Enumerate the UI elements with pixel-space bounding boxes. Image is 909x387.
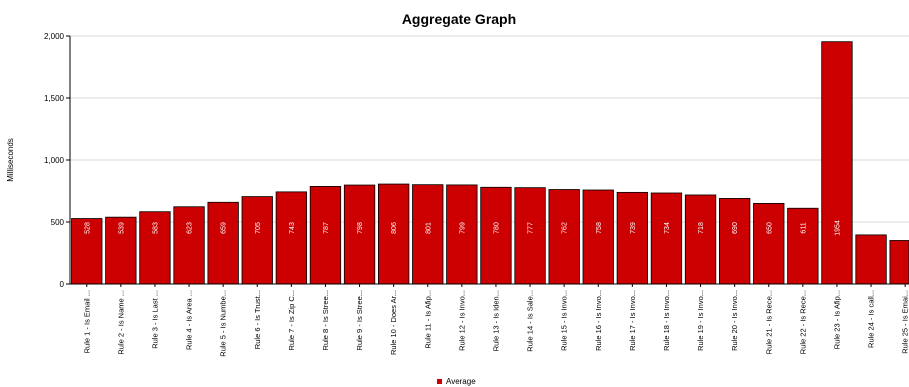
bar <box>582 189 614 285</box>
bar-value-label: 528 <box>84 222 91 234</box>
y-axis-ticks: 0 500 1,000 1,500 2,000 <box>44 32 70 289</box>
x-tick-label: Rule 4 - Is Area ... <box>185 290 194 350</box>
bar <box>241 196 273 285</box>
x-tick-label: Rule 10 - Does Ar... <box>389 290 398 355</box>
bar-value-label: 801 <box>425 222 432 234</box>
x-tick-label: Rule 22 - Is Rece... <box>798 290 807 354</box>
bar-value-label: 659 <box>221 222 228 234</box>
bar <box>412 184 444 285</box>
bar-value-label: 777 <box>528 222 535 234</box>
bar-value-label: 806 <box>391 222 398 234</box>
bar-value-label: 583 <box>152 222 159 234</box>
bar-value-label: 787 <box>323 222 330 234</box>
y-tick-label: 1,500 <box>44 94 65 103</box>
bar <box>753 202 785 285</box>
x-tick-label: Rule 23 - Is Afip... <box>832 290 841 349</box>
bar <box>821 41 853 285</box>
bar <box>787 207 819 285</box>
bar-value-label: 351 <box>903 222 909 234</box>
y-tick-label: 0 <box>60 280 65 289</box>
bar <box>207 201 239 285</box>
bar <box>343 184 376 285</box>
bar <box>275 191 308 285</box>
y-axis-label: Milliseconds <box>6 138 15 182</box>
y-tick-label: 1,000 <box>44 156 65 165</box>
bar <box>548 189 580 285</box>
bar-value-label: 739 <box>630 222 637 234</box>
x-tick-label: Rule 1 - Is Email ... <box>82 290 91 353</box>
chart-title: Aggregate Graph <box>402 11 516 27</box>
bars: 528 539 583 623 659 705 743 787 798 806 801 799 780 7… <box>71 41 909 285</box>
bar <box>616 191 648 285</box>
x-tick-label: Rule 8 - Is Stree... <box>321 290 330 350</box>
x-tick-label: Rule 13 - Is Iden... <box>491 290 500 351</box>
bar <box>71 218 103 285</box>
x-tick-label: Rule 9 - Is Stree... <box>355 290 364 350</box>
bar-value-label: 396 <box>869 222 876 234</box>
x-axis-tick-labels: Rule 1 - Is Email ... Rule 2 - Is Name ..… <box>82 284 909 357</box>
x-tick-label: Rule 24 - Is call... <box>867 290 876 348</box>
x-tick-label: Rule 20 - Is Invo... <box>730 290 739 351</box>
x-tick-label: Rule 14 - Is Sale... <box>526 290 535 352</box>
bar-value-label: 734 <box>664 222 671 234</box>
bar-value-label: 1954 <box>834 220 841 236</box>
bar-value-label: 780 <box>493 222 500 234</box>
bar-value-label: 650 <box>766 222 773 234</box>
bar <box>480 186 512 285</box>
x-tick-label: Rule 17 - Is Invo... <box>628 290 637 351</box>
legend: Average <box>437 377 476 386</box>
bar-value-label: 623 <box>187 222 194 234</box>
x-tick-label: Rule 12 - Is Invo... <box>457 290 466 351</box>
bar <box>855 234 887 285</box>
bar <box>377 183 410 285</box>
bar <box>309 186 342 285</box>
y-tick-label: 500 <box>51 218 65 227</box>
bar <box>650 192 683 285</box>
bar-value-label: 798 <box>357 222 364 234</box>
legend-label: Average <box>446 377 476 386</box>
bar-value-label: 611 <box>800 222 807 233</box>
x-tick-label: Rule 2 - Is Name ... <box>116 290 125 355</box>
y-tick-label: 2,000 <box>44 32 65 41</box>
bar-value-label: 758 <box>596 222 603 234</box>
bar-value-label: 705 <box>255 222 262 234</box>
bar <box>719 198 751 285</box>
bar <box>446 184 478 285</box>
bar-value-label: 762 <box>562 222 569 234</box>
bar <box>514 187 546 285</box>
bar-value-label: 743 <box>289 222 296 234</box>
x-tick-label: Rule 7 - Is Zip C... <box>287 290 296 350</box>
bar <box>105 216 137 285</box>
x-tick-label: Rule 11 - Is Afip... <box>423 290 432 349</box>
bar-value-label: 690 <box>732 222 739 234</box>
x-tick-label: Rule 6 - Is Trust... <box>253 290 262 349</box>
x-tick-label: Rule 19 - Is Invo... <box>696 290 705 351</box>
x-tick-label: Rule 21 - Is Rece... <box>764 290 773 354</box>
legend-swatch <box>437 379 442 384</box>
x-tick-label: Rule 16 - Is Invo... <box>594 290 603 351</box>
x-tick-label: Rule 25 - Is Emai... <box>901 290 909 354</box>
bar <box>889 240 909 285</box>
x-tick-label: Rule 15 - Is Invo... <box>560 290 569 351</box>
bar <box>684 194 717 285</box>
x-tick-label: Rule 3 - Is Last ... <box>150 290 159 349</box>
bar <box>173 206 205 285</box>
bar-value-label: 718 <box>698 222 705 234</box>
bar-value-label: 539 <box>118 222 125 234</box>
x-tick-label: Rule 18 - Is Invo... <box>662 290 671 351</box>
bar-value-label: 799 <box>459 222 466 234</box>
x-tick-label: Rule 5 - Is Numbe... <box>219 290 228 357</box>
